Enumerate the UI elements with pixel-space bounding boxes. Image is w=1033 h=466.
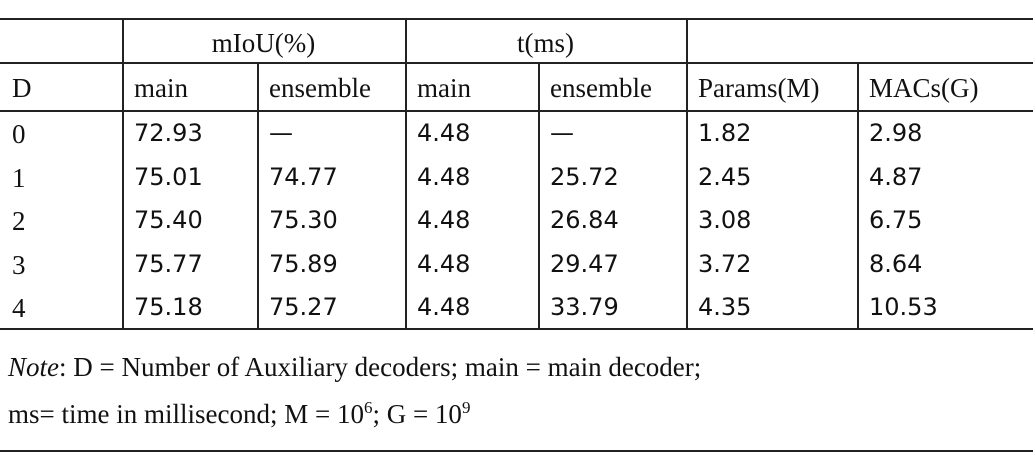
column-header: ensemble [550, 73, 652, 103]
note-line-1: Note: D = Number of Auxiliary decoders; … [8, 352, 701, 383]
table-cell: 75.30 [269, 206, 338, 235]
table-cell: 4.87 [869, 162, 923, 191]
table-cell: 4.48 [417, 293, 471, 322]
table-cell: — [269, 119, 293, 147]
rule [0, 18, 1033, 20]
table-cell: 75.77 [134, 249, 203, 278]
note-sup: 9 [461, 398, 471, 417]
col-rule [857, 62, 859, 328]
table-cell: 75.01 [134, 162, 203, 191]
table-cell: 75.40 [134, 206, 203, 235]
column-header: main [134, 73, 188, 103]
table-cell: 33.79 [550, 293, 619, 322]
table-cell: 4.48 [417, 249, 471, 278]
column-header: ensemble [269, 73, 371, 103]
table-cell: 74.77 [269, 162, 338, 191]
table-cell: 4.48 [417, 119, 471, 147]
table-cell: 2 [12, 206, 26, 237]
table-cell: 26.84 [550, 206, 619, 235]
group-header: mIoU(%) [211, 28, 316, 58]
table-cell: 4.48 [417, 206, 471, 235]
table-cell: 2.45 [698, 162, 752, 191]
note-sup: 6 [363, 398, 373, 417]
table-cell: 3.72 [698, 249, 752, 278]
table-cell: 1 [12, 162, 26, 193]
col-rule [257, 62, 259, 328]
table-cell: 3 [12, 249, 26, 280]
table-cell: 4 [12, 293, 26, 324]
column-header: Params(M) [698, 73, 820, 103]
rule [0, 110, 1033, 112]
note-text: : D = Number of Auxiliary decoders; main… [59, 352, 702, 382]
column-header: MACs(G) [869, 73, 979, 103]
column-header: main [417, 73, 471, 103]
table-cell: 4.35 [698, 293, 752, 322]
rule [0, 62, 1033, 64]
col-rule [122, 18, 124, 328]
group-header: t(ms) [517, 28, 574, 58]
table-cell: 8.64 [869, 249, 923, 278]
table-cell: 3.08 [698, 206, 752, 235]
table-cell: 75.89 [269, 249, 338, 278]
note-text: ; G = 10 [372, 399, 462, 429]
col-rule [538, 62, 540, 328]
table-cell: 29.47 [550, 249, 619, 278]
col-rule [686, 18, 688, 328]
rule [0, 450, 1033, 452]
column-header: D [12, 73, 32, 103]
table-cell: 2.98 [869, 119, 923, 147]
table-cell: 75.27 [269, 293, 338, 322]
note-label: Note [8, 352, 59, 382]
note-text: ms= time in millisecond; M = 10 [8, 399, 364, 429]
note-line-2: ms= time in millisecond; M = 106; G = 10… [8, 398, 470, 430]
table-cell: 4.48 [417, 162, 471, 191]
table-cell: — [550, 119, 574, 147]
table-cell: 6.75 [869, 206, 923, 235]
table-cell: 0 [12, 119, 26, 149]
table-cell: 72.93 [134, 119, 203, 147]
table-cell: 25.72 [550, 162, 619, 191]
table-cell: 75.18 [134, 293, 203, 322]
table-cell: 1.82 [698, 119, 752, 147]
table-cell: 10.53 [869, 293, 938, 322]
col-rule [405, 18, 407, 328]
rule [0, 328, 1033, 330]
